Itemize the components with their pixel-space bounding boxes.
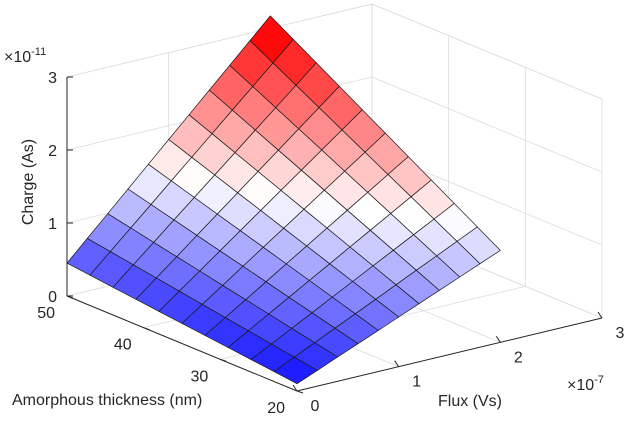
x-exponent: ×10-7 <box>567 374 604 394</box>
axes <box>66 77 603 392</box>
z-tick-label: 0 <box>48 289 57 306</box>
tick-mark <box>292 384 298 392</box>
tick-mark <box>495 336 501 343</box>
z-exponent: ×10-11 <box>4 46 46 66</box>
tick-mark <box>597 311 603 319</box>
x-tick-label: 2 <box>514 349 523 366</box>
x-tick-label: 3 <box>616 325 624 342</box>
z-axis-label: Charge (As) <box>20 139 37 225</box>
surface-patch <box>273 356 318 385</box>
z-tick-label: 1 <box>48 216 57 233</box>
tick-mark <box>296 390 304 394</box>
x-axis-line <box>296 317 603 392</box>
y-axis-line <box>66 295 298 392</box>
svg-text:×10-7: ×10-7 <box>567 374 604 394</box>
tick-mark <box>143 327 150 331</box>
z-tick-label: 2 <box>48 143 57 160</box>
tick-mark <box>66 295 74 299</box>
x-tick-label: 1 <box>412 374 421 391</box>
z-tick-label: 3 <box>48 70 57 87</box>
box-edge <box>66 3 373 78</box>
tick-mark <box>220 358 227 362</box>
svg-text:×10-11: ×10-11 <box>4 46 46 66</box>
y-tick-label: 50 <box>37 305 55 322</box>
y-axis-label: Amorphous thickness (nm) <box>12 392 202 409</box>
x-tick-label: 0 <box>311 398 320 415</box>
x-axis-label: Flux (Vs) <box>438 393 502 410</box>
surface-mesh <box>66 15 501 385</box>
y-tick-label: 30 <box>191 368 209 385</box>
y-tick-label: 40 <box>114 337 132 354</box>
tick-mark <box>394 360 400 367</box>
grid-line-z-side <box>371 76 603 173</box>
y-tick-label: 20 <box>267 400 285 417</box>
box-edge <box>371 3 603 100</box>
